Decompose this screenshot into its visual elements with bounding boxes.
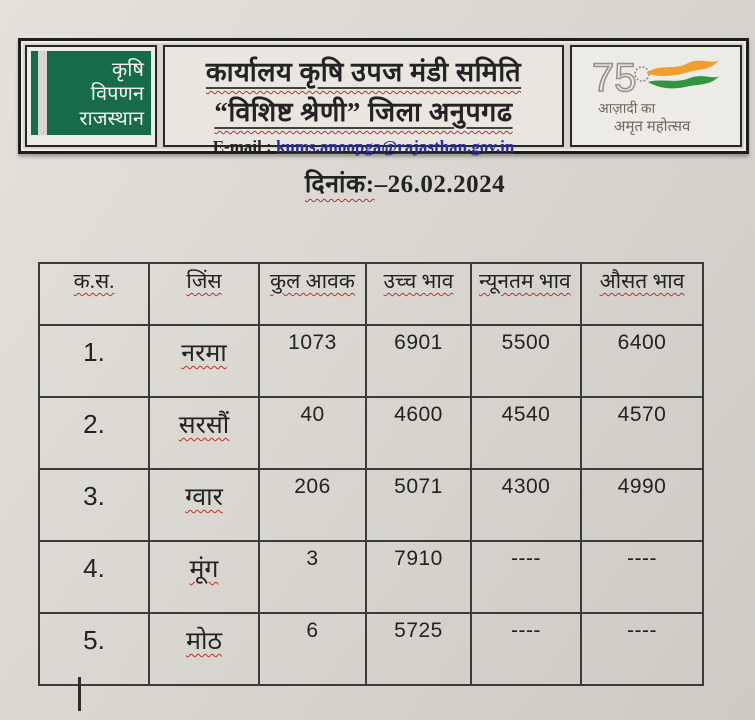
logo-line-krishi: कृषि <box>111 58 144 81</box>
flag-ribbon-saffron <box>646 59 719 76</box>
azadi-ka-label: आज़ादी का <box>598 101 656 117</box>
serial-cell: 5. <box>38 612 150 686</box>
col-header-low: न्यूनतम भाव <box>470 262 582 326</box>
date-line: दिनांक:–26.02.2024 <box>55 166 755 200</box>
commodity-cell: ग्वार <box>148 468 260 542</box>
email-link[interactable]: kums.anoopga@rajasthan.gov.in <box>275 137 515 156</box>
commodity-cell: सरसौं <box>148 396 260 470</box>
office-title: कार्यालय कृषि उपज मंडी समिति <box>205 57 522 87</box>
commodity-cell: मोठ <box>148 612 260 686</box>
arrival-cell: 40 <box>258 396 367 470</box>
high-price-cell: 5071 <box>365 468 472 542</box>
commodity-cell: नरमा <box>148 324 260 398</box>
avg-price-cell: ---- <box>580 612 704 686</box>
letterhead: कृषि विपणन राजस्थान कार्यालय कृषि उपज मं… <box>18 38 749 156</box>
avg-price-cell: ---- <box>580 540 704 614</box>
office-subtitle: “विशिष्ट श्रेणी” जिला अनुपगढ <box>214 97 513 127</box>
amrit-mahotsav-75-graphic: 75 <box>591 55 719 101</box>
email-label: E-mail : <box>212 137 272 156</box>
serial-cell: 2. <box>38 396 150 470</box>
high-price-cell: 5725 <box>365 612 472 686</box>
col-header-high: उच्च भाव <box>365 262 472 326</box>
serial-cell: 4. <box>38 540 150 614</box>
table-row: 4. मूंग 3 7910 ---- ---- <box>38 540 704 614</box>
table-row: 5. मोठ 6 5725 ---- ---- <box>38 612 704 686</box>
arrival-cell: 206 <box>258 468 367 542</box>
table-row: 1. नरमा 1073 6901 5500 6400 <box>38 324 704 398</box>
logo-line-rajasthan: राजस्थान <box>79 107 144 130</box>
table-row: 3. ग्वार 206 5071 4300 4990 <box>38 468 704 542</box>
low-price-cell: ---- <box>470 540 582 614</box>
low-price-cell: 4300 <box>470 468 582 542</box>
high-price-cell: 7910 <box>365 540 472 614</box>
ashoka-chakra-icon <box>634 66 650 82</box>
table-header-row: क.स. जिंस कुल आवक उच्च भाव न्यूनतम भाव औ… <box>38 262 704 326</box>
avg-price-cell: 6400 <box>580 324 704 398</box>
krishi-vipanan-logo-text: कृषि विपणन राजस्थान <box>31 58 151 135</box>
commodity-cell: मूंग <box>148 540 260 614</box>
arrival-cell: 3 <box>258 540 367 614</box>
avg-price-cell: 4990 <box>580 468 704 542</box>
office-title-block: कार्यालय कृषि उपज मंडी समिति “विशिष्ट श्… <box>163 45 564 156</box>
low-price-cell: 4540 <box>470 396 582 470</box>
high-price-cell: 4600 <box>365 396 472 470</box>
krishi-vipanan-logo: कृषि विपणन राजस्थान <box>25 45 157 147</box>
arrival-cell: 1073 <box>258 324 367 398</box>
logo-line-vipanan: विपणन <box>90 83 144 106</box>
col-header-arrival: कुल आवक <box>258 262 367 326</box>
low-price-cell: ---- <box>470 612 582 686</box>
logo-stripe <box>38 51 47 135</box>
email-line: E-mail : kums.anoopga@rajasthan.gov.in <box>165 137 562 157</box>
date-label: दिनांक: <box>304 171 375 198</box>
amrit-mahotsav-text: आज़ादी का अमृत महोत्सव <box>598 101 690 137</box>
krishi-vipanan-logo-box: कृषि विपणन राजस्थान <box>31 51 151 135</box>
table-row: 2. सरसौं 40 4600 4540 4570 <box>38 396 704 470</box>
price-table: क.स. जिंस कुल आवक उच्च भाव न्यूनतम भाव औ… <box>38 262 704 686</box>
cursor-mark <box>78 677 81 711</box>
seventy-five-numeral: 75 <box>592 56 637 100</box>
arrival-cell: 6 <box>258 612 367 686</box>
col-header-commodity: जिंस <box>148 262 260 326</box>
low-price-cell: 5500 <box>470 324 582 398</box>
serial-cell: 3. <box>38 468 150 542</box>
flag-ribbon-green <box>648 75 719 89</box>
high-price-cell: 6901 <box>365 324 472 398</box>
amrit-mahotsav-logo: 75 आज़ादी का अमृत महोत्सव <box>570 45 742 147</box>
amrit-mahotsav-label: अमृत महोत्सव <box>614 119 691 136</box>
date-value: –26.02.2024 <box>374 171 506 198</box>
serial-cell: 1. <box>38 324 150 398</box>
col-header-average: औसत भाव <box>580 262 704 326</box>
col-header-serial: क.स. <box>38 262 150 326</box>
avg-price-cell: 4570 <box>580 396 704 470</box>
